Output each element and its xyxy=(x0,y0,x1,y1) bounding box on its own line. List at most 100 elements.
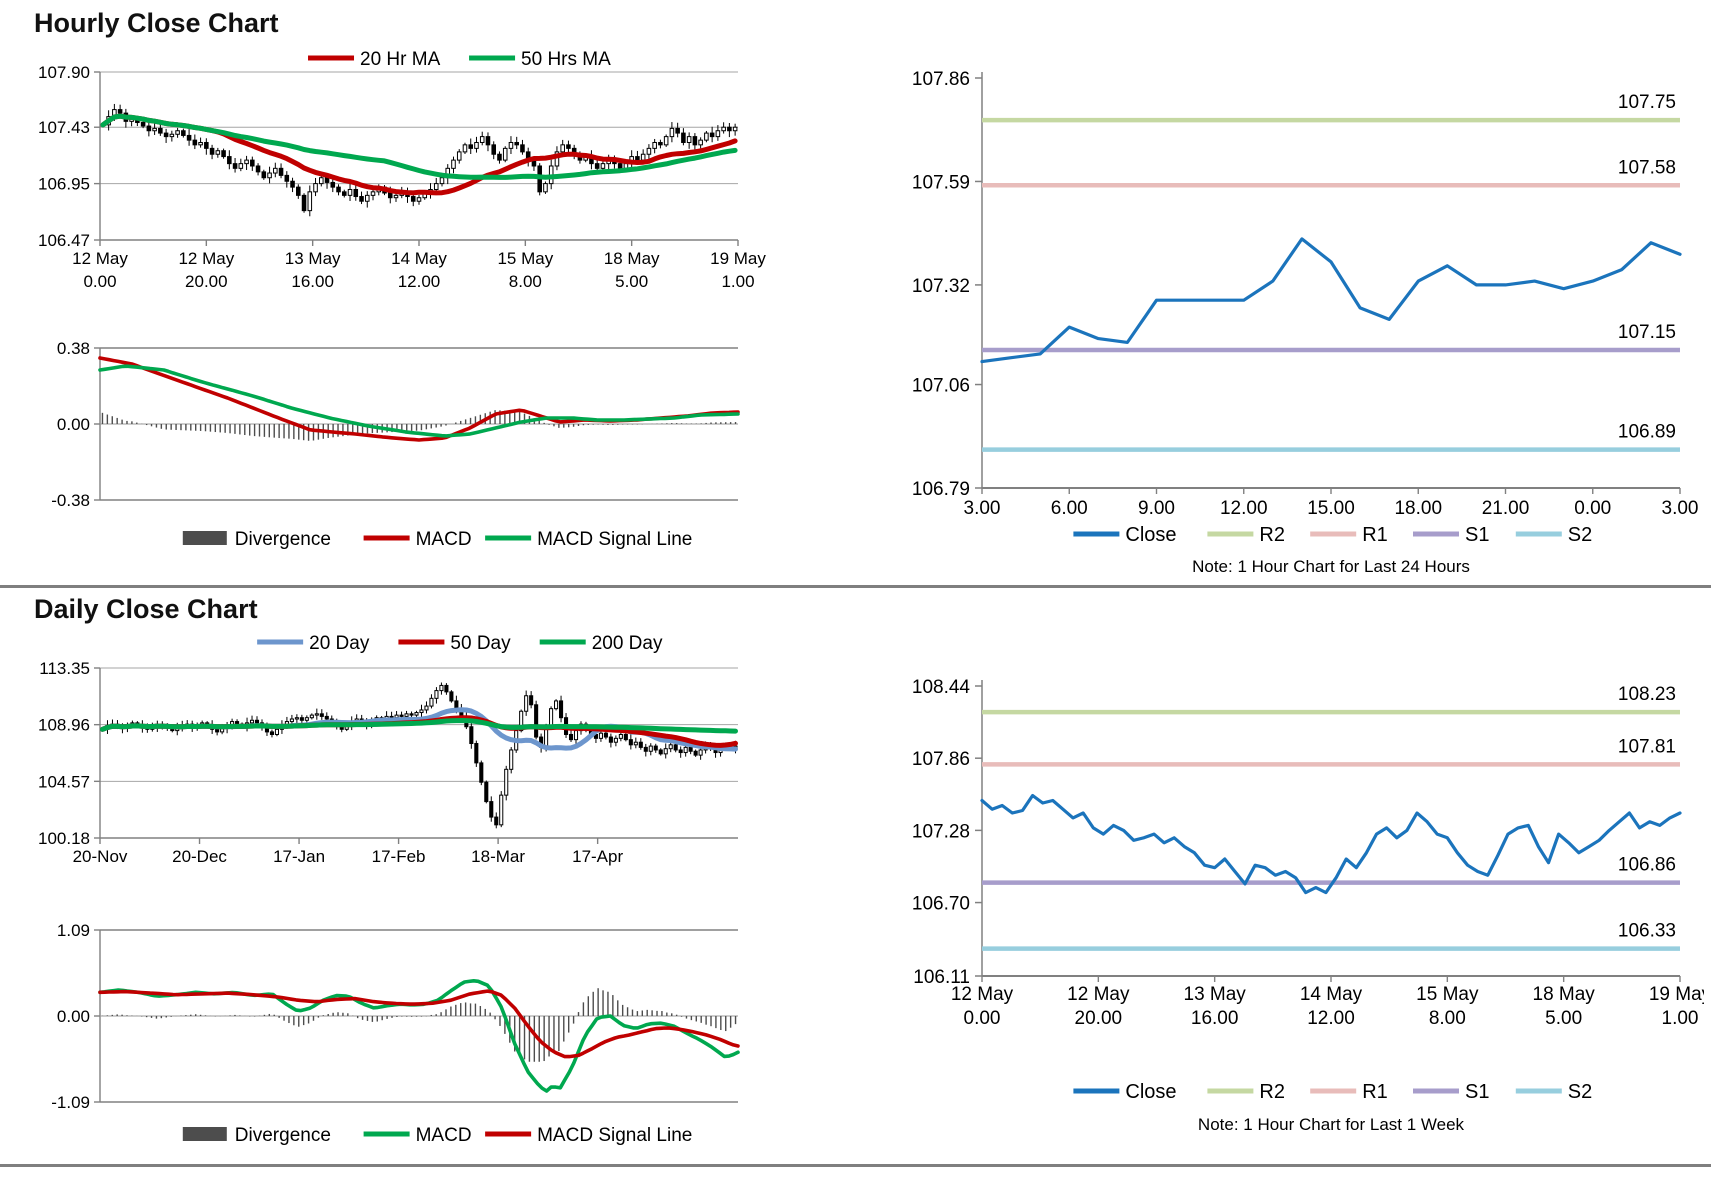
candle-body xyxy=(186,134,192,141)
candle-body xyxy=(474,743,479,764)
candle-body xyxy=(419,709,424,714)
legend-item-label: R2 xyxy=(1259,524,1285,546)
close-line xyxy=(980,793,1682,895)
candle-body xyxy=(721,126,726,132)
x-axis-label: 5.00 xyxy=(1545,1008,1582,1029)
candle-body xyxy=(669,127,675,138)
candle-body xyxy=(608,736,613,743)
candle-body xyxy=(549,708,554,728)
x-axis-label: 3.00 xyxy=(1662,498,1699,519)
candle-body xyxy=(638,741,643,748)
x-axis-label: 0.00 xyxy=(964,1008,1001,1029)
hourly-macd-chart: 0.38 0.00 -0.38 Divergence MACD MACD Signal L… xyxy=(36,328,782,569)
candle-body xyxy=(192,139,198,146)
legend-item-label: Close xyxy=(1125,1081,1176,1103)
level-label-s1: 106.86 xyxy=(1618,855,1676,876)
candle-body xyxy=(693,750,698,756)
x-axis-label: 15 May xyxy=(497,249,553,268)
x-axis-label: 21.00 xyxy=(1482,498,1530,519)
candle-body xyxy=(692,136,698,146)
y-axis-label: 107.86 xyxy=(912,749,970,770)
y-axis-label: 106.47 xyxy=(38,231,90,250)
moving-average-line xyxy=(100,113,738,180)
candle-body xyxy=(543,183,548,193)
candle-body xyxy=(284,174,290,182)
x-axis-label: 17-Feb xyxy=(372,847,426,866)
candle-body xyxy=(474,141,479,149)
candle-body xyxy=(628,739,633,746)
hourly-macd-svg: 0.38 0.00 -0.38 Divergence MACD MACD Signal L… xyxy=(51,339,740,550)
candle-body xyxy=(221,150,226,158)
x-axis-label: 18-Mar xyxy=(471,847,525,866)
candle-body xyxy=(273,167,278,174)
y-axis-label: 107.90 xyxy=(38,63,90,82)
candle-body xyxy=(514,141,519,146)
x-axis-label: 15.00 xyxy=(1307,498,1355,519)
close-line xyxy=(980,237,1682,364)
x-axis-label: 12 May xyxy=(1067,984,1130,1005)
candle-body xyxy=(227,156,232,165)
y-axis-label: 106.70 xyxy=(912,894,970,915)
candle-body xyxy=(559,700,564,719)
candle-body xyxy=(140,122,146,127)
legend-item-label: S1 xyxy=(1465,1081,1489,1103)
x-axis-label: 20-Nov xyxy=(73,847,128,866)
candle-body xyxy=(462,144,468,153)
candle-body xyxy=(294,717,299,720)
candle-body xyxy=(504,768,509,796)
x-axis-label: 8.00 xyxy=(509,272,542,291)
candle-body xyxy=(479,136,485,143)
candle-body xyxy=(314,713,319,716)
candle-body xyxy=(364,194,370,202)
candle-body xyxy=(163,132,169,138)
candle-body xyxy=(508,141,514,149)
legend-item-label: 20 Day xyxy=(309,633,370,654)
candle-body xyxy=(158,127,163,134)
legend-item-label: 50 Hrs MA xyxy=(521,49,611,70)
daily-macd-chart: 1.09 0.00 -1.09 Divergence MACD MACD Signal L… xyxy=(36,902,782,1165)
x-axis-label: 16.00 xyxy=(291,272,334,291)
x-axis-label: 1.00 xyxy=(1662,1008,1699,1029)
candle-body xyxy=(181,130,186,136)
x-axis-label: 20.00 xyxy=(185,272,228,291)
x-axis-label: 12 May xyxy=(178,249,234,268)
candle-body xyxy=(618,733,623,739)
candle-body xyxy=(319,177,324,185)
candle-body xyxy=(485,136,491,146)
legend-item-label: R2 xyxy=(1259,1081,1285,1103)
candle-body xyxy=(617,163,623,169)
candle-body xyxy=(451,159,456,169)
y-axis-label: 107.86 xyxy=(912,69,970,90)
candle-body xyxy=(519,710,524,732)
x-axis-label: 12.00 xyxy=(398,272,441,291)
candle-body xyxy=(175,130,180,135)
chart-note: Note: 1 Hour Chart for Last 24 Hours xyxy=(1192,557,1470,576)
section-divider xyxy=(0,585,1711,588)
legend-item-label: S2 xyxy=(1568,1081,1592,1103)
candle-body xyxy=(250,159,255,167)
candle-body xyxy=(429,697,434,707)
candle-body xyxy=(469,726,474,745)
macd-signal-line xyxy=(98,989,740,1059)
legend-item-label: 200 Day xyxy=(592,633,663,654)
candle-body xyxy=(209,147,215,155)
x-axis-label: 20-Dec xyxy=(172,847,227,866)
candle-body xyxy=(494,816,499,826)
candle-body xyxy=(255,165,261,173)
level-label-r1: 107.58 xyxy=(1618,157,1676,178)
candle-body xyxy=(658,141,663,146)
candle-body xyxy=(324,177,330,183)
y-axis-label: 1.09 xyxy=(57,921,90,940)
candle-body xyxy=(633,741,638,746)
candle-body xyxy=(393,194,399,199)
macd-line xyxy=(98,979,740,1093)
candle-body xyxy=(399,714,404,717)
candle-body xyxy=(663,748,668,755)
y-axis-label: 107.32 xyxy=(912,276,970,297)
candle-body xyxy=(387,192,393,199)
chart-note: Note: 1 Hour Chart for Last 1 Week xyxy=(1198,1115,1465,1134)
candle-body xyxy=(686,136,692,143)
y-axis-label: 0.00 xyxy=(57,415,90,434)
candle-body xyxy=(727,126,732,132)
